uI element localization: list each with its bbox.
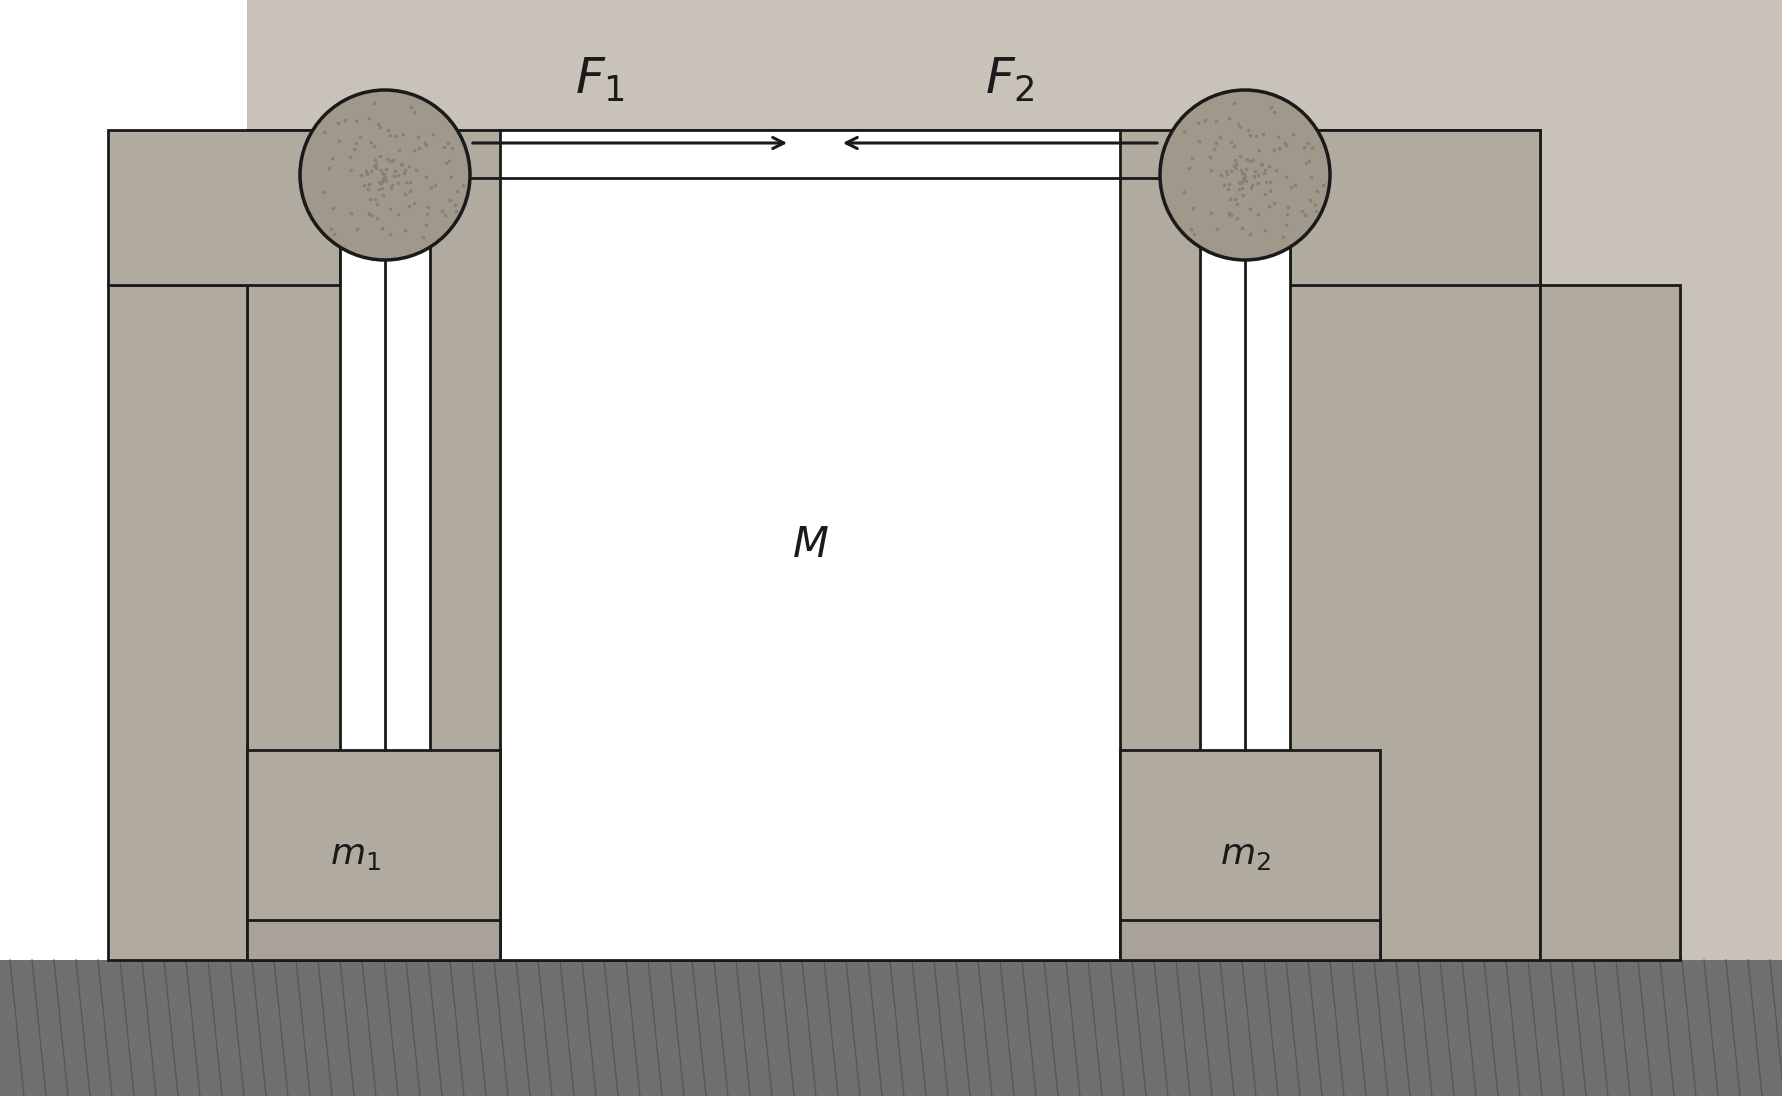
Text: $F_2$: $F_2$: [985, 55, 1034, 104]
Bar: [0, 0, 248, 960]
Circle shape: [299, 90, 470, 260]
Text: $m_2$: $m_2$: [1219, 838, 1271, 872]
Bar: [248, 750, 499, 960]
Bar: [1119, 750, 1379, 960]
Bar: [499, 130, 1119, 960]
Bar: [1199, 130, 1288, 780]
Text: $M$: $M$: [791, 524, 829, 566]
Bar: [248, 130, 1540, 960]
Bar: [1288, 130, 1540, 285]
Bar: [109, 130, 340, 285]
Text: $m_1$: $m_1$: [330, 838, 380, 872]
Bar: [340, 130, 429, 780]
Bar: [109, 285, 248, 960]
Bar: [1540, 285, 1679, 960]
Circle shape: [1160, 90, 1329, 260]
Bar: [248, 920, 499, 960]
Bar: [1119, 920, 1379, 960]
Bar: [0, 960, 1782, 1096]
Text: $F_1$: $F_1$: [576, 55, 625, 104]
